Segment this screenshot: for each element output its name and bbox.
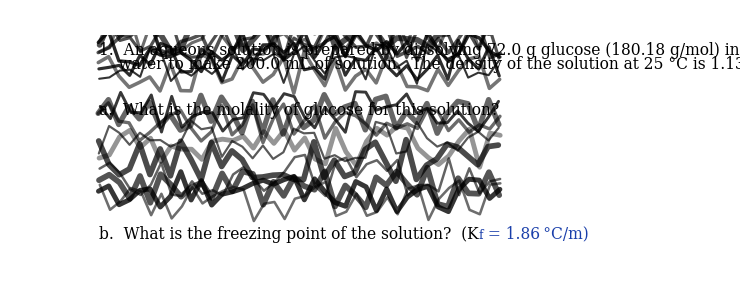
Text: a.  What is the molality of glucose for this solution?: a. What is the molality of glucose for t… [98, 102, 499, 119]
Text: f: f [478, 229, 482, 242]
Text: = 1.86 °C/m): = 1.86 °C/m) [482, 226, 588, 242]
Text: 1.  An aqueous solution is prepared by dissolving 72.0 g glucose (180.18 g/mol) : 1. An aqueous solution is prepared by di… [98, 42, 740, 59]
Text: water to make 200.0 mL of solution.  The density of the solution at 25 °C is 1.1: water to make 200.0 mL of solution. The … [98, 56, 740, 73]
Text: b.  What is the freezing point of the solution?  (K: b. What is the freezing point of the sol… [98, 226, 478, 242]
